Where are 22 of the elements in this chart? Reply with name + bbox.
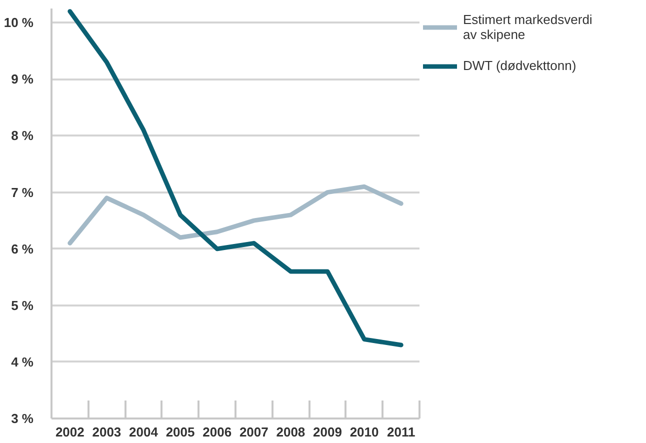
line-series <box>68 9 404 348</box>
x-tick-label: 2004 <box>129 424 159 440</box>
y-tick-label: 6 % <box>11 241 34 256</box>
x-tick-label: 2002 <box>55 424 84 440</box>
y-tick-label: 7 % <box>11 184 34 200</box>
legend-label: DWT (dødvekttonn) <box>463 58 576 73</box>
line-series <box>68 184 404 246</box>
y-tick-label: 5 % <box>11 298 34 313</box>
x-tick-label: 2008 <box>276 424 306 440</box>
x-tick-label: 2010 <box>350 424 379 440</box>
x-tick-label: 2011 <box>387 424 416 440</box>
x-tick-label: 2005 <box>166 424 195 440</box>
x-tick-label: 2009 <box>313 424 342 440</box>
x-tick-label: 2006 <box>202 424 232 440</box>
x-tick-label: 2003 <box>92 424 122 440</box>
y-tick-label: 8 % <box>11 128 34 144</box>
y-tick-label: 9 % <box>11 72 34 87</box>
y-tick-label: 3 % <box>11 411 34 426</box>
legend-label: Estimert markedsverdi av skipene <box>463 12 592 42</box>
y-tick-label: 4 % <box>11 354 34 370</box>
y-tick-label: 10 % <box>4 15 34 30</box>
x-tick-label: 2007 <box>239 424 268 440</box>
